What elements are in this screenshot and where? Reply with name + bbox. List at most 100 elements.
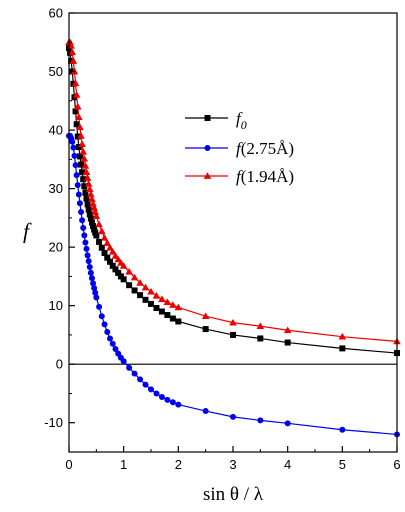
data-point (164, 312, 171, 319)
data-point (73, 102, 82, 110)
data-point (126, 364, 133, 371)
data-point (202, 326, 209, 333)
data-point (174, 303, 183, 311)
data-point (112, 266, 119, 273)
data-point (85, 185, 94, 193)
data-point (104, 329, 111, 336)
data-point (148, 300, 154, 307)
data-point (230, 413, 236, 420)
data-point (86, 264, 93, 271)
data-point (169, 301, 177, 308)
data-point (142, 381, 149, 388)
data-point (136, 279, 144, 286)
legend-label: f(2.75Å) (236, 139, 294, 158)
x-tick-label: 1 (120, 457, 127, 472)
data-point (76, 123, 84, 130)
series-3 (65, 38, 401, 345)
data-point (91, 208, 100, 215)
data-point (87, 190, 95, 198)
data-point (131, 287, 138, 294)
data-point (107, 335, 113, 342)
x-axis-label: sin θ / λ (203, 484, 264, 505)
y-tick-label: 60 (49, 6, 63, 21)
data-point (82, 239, 89, 246)
data-point (77, 132, 85, 139)
data-point (72, 91, 81, 98)
y-tick-label: 30 (49, 181, 63, 196)
data-point (163, 298, 172, 306)
data-point (338, 332, 347, 340)
x-tick-label: 3 (229, 457, 236, 472)
legend-marker (203, 172, 212, 179)
data-point (88, 275, 95, 282)
data-point (104, 254, 111, 261)
data-point (83, 245, 90, 252)
data-point (79, 169, 86, 176)
data-point (90, 223, 97, 230)
data-point (86, 211, 93, 218)
data-point (78, 140, 86, 147)
legend-marker (204, 145, 211, 151)
data-point (256, 322, 265, 330)
data-point (81, 183, 88, 190)
data-point (78, 209, 85, 216)
legend-entry: f0 (185, 109, 247, 132)
data-point (84, 252, 91, 259)
data-point (109, 262, 116, 269)
data-point (201, 312, 210, 320)
data-point (112, 345, 119, 352)
y-axis-label: f (23, 219, 32, 244)
data-point (339, 426, 346, 433)
y-tick-label: 20 (49, 240, 63, 255)
data-point (72, 162, 79, 169)
y-tick-label: -10 (44, 415, 63, 430)
data-point (137, 376, 144, 383)
series-line (68, 47, 398, 354)
data-point (84, 180, 93, 187)
data-point (93, 232, 100, 239)
x-tick-label: 2 (175, 457, 182, 472)
data-point (91, 285, 98, 292)
data-point (79, 217, 86, 224)
data-point (229, 318, 237, 326)
data-point (147, 287, 155, 295)
data-point (142, 296, 149, 303)
data-point (115, 269, 122, 276)
data-point (75, 191, 82, 198)
data-point (137, 292, 144, 299)
data-point (74, 182, 81, 189)
data-point (83, 174, 92, 181)
legend-entry: f(1.94Å) (185, 167, 294, 186)
data-point (100, 233, 109, 241)
x-tick-label: 6 (393, 457, 400, 472)
data-point (92, 289, 99, 296)
data-point (108, 248, 117, 255)
data-point (76, 200, 83, 207)
data-point (283, 326, 292, 334)
legend: f0 f(2.75Å) f(1.94Å) (185, 109, 294, 186)
data-point (89, 200, 97, 207)
data-point (85, 258, 92, 265)
data-point (141, 283, 150, 291)
data-point (82, 189, 89, 196)
y-tick-label: 40 (49, 123, 63, 138)
data-point (72, 108, 79, 115)
data-point (175, 318, 182, 325)
data-point (90, 280, 97, 287)
series-line (69, 41, 398, 342)
data-point (125, 267, 133, 275)
series-1 (66, 45, 400, 357)
data-point (126, 282, 133, 289)
data-point (69, 138, 76, 145)
data-point (96, 303, 103, 310)
legend-entry: f(2.75Å) (185, 139, 294, 158)
data-point (87, 215, 94, 222)
y-tick-label: 10 (49, 298, 63, 313)
data-point (98, 244, 105, 251)
data-point (88, 195, 96, 202)
data-point (71, 152, 78, 159)
data-point (96, 238, 103, 245)
data-point (85, 206, 92, 213)
data-point (82, 168, 91, 176)
data-point (98, 313, 105, 320)
